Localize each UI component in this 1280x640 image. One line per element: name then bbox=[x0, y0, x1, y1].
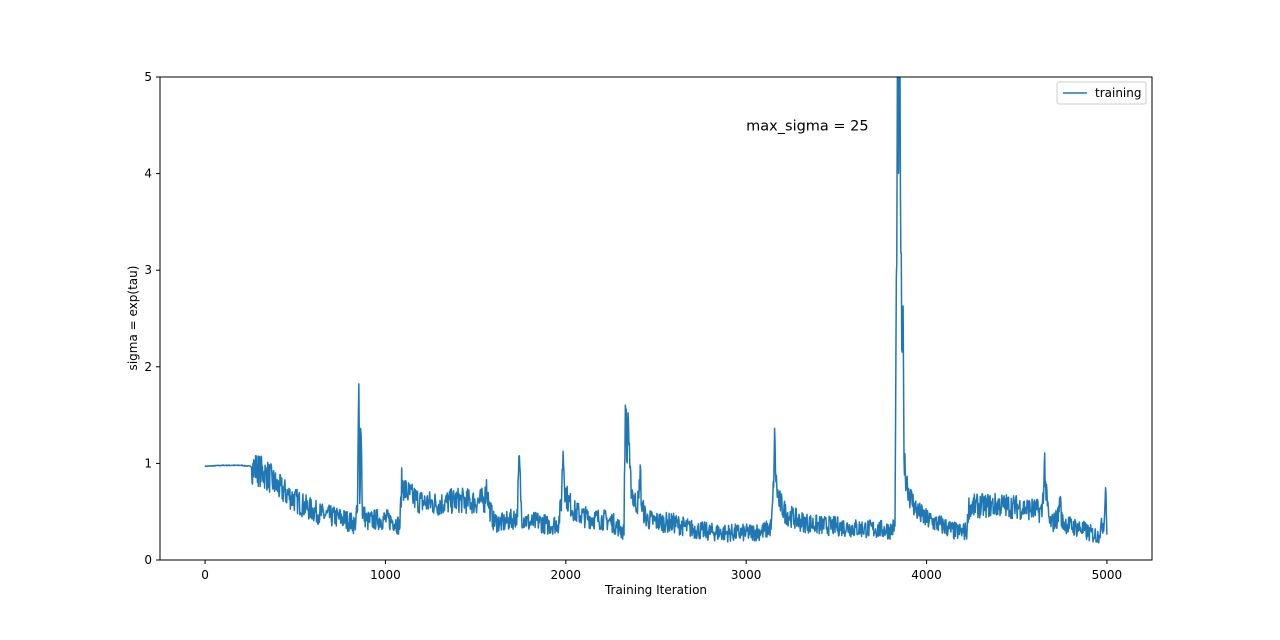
y-tick-label: 3 bbox=[144, 263, 152, 277]
legend-label: training bbox=[1095, 86, 1142, 100]
annotation-text: max_sigma = 25 bbox=[746, 118, 868, 134]
x-tick-label: 3000 bbox=[731, 568, 762, 582]
x-tick-label: 0 bbox=[201, 568, 209, 582]
axes-frame bbox=[159, 76, 1153, 561]
y-tick-label: 2 bbox=[144, 360, 152, 374]
y-tick-label: 0 bbox=[144, 553, 152, 567]
y-tick-label: 4 bbox=[144, 167, 152, 181]
y-tick-label: 1 bbox=[144, 456, 152, 470]
x-tick-label: 2000 bbox=[551, 568, 582, 582]
x-tick-label: 1000 bbox=[370, 568, 401, 582]
x-axis-label: Training Iteration bbox=[604, 583, 707, 597]
series-line-training bbox=[204, 77, 1108, 544]
x-tick-label: 4000 bbox=[911, 568, 942, 582]
axes-background bbox=[160, 77, 1152, 560]
plot-area bbox=[159, 76, 1153, 561]
x-axis: 0 1000 2000 3000 4000 5000 bbox=[201, 560, 1122, 582]
series-layer bbox=[204, 77, 1108, 544]
y-tick-label: 5 bbox=[144, 70, 152, 84]
y-axis: 0 1 2 3 4 5 bbox=[144, 70, 160, 567]
x-tick-label: 5000 bbox=[1092, 568, 1123, 582]
legend-box bbox=[1056, 81, 1147, 105]
y-axis-label: sigma = exp(tau) bbox=[126, 266, 140, 371]
legend: training bbox=[1056, 81, 1147, 105]
